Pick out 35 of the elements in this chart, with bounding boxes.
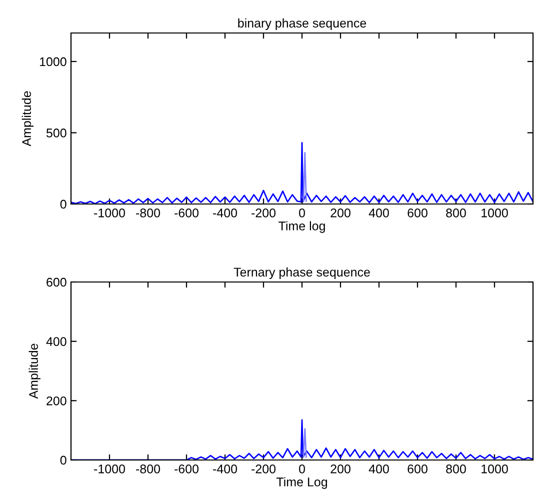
x-tick-label: 200	[330, 208, 350, 218]
x-tick-label: -400	[213, 464, 238, 474]
y-axis-title: Amplitude	[22, 91, 34, 146]
x-tick-label: 0	[299, 208, 305, 218]
y-tick-label: 600	[46, 278, 66, 287]
chart-title: binary phase sequence	[238, 18, 366, 30]
y-tick-label: 200	[46, 396, 66, 406]
x-tick-label: -200	[252, 208, 276, 218]
x-tick-label: 200	[330, 464, 350, 474]
x-tick-label: -600	[174, 208, 199, 218]
x-axis-title: Time log	[278, 221, 325, 233]
x-tick-label: -600	[174, 464, 199, 474]
x-axis-title: Time Log	[276, 477, 328, 489]
x-tick-label: 400	[368, 208, 389, 218]
x-tick-label: -200	[252, 464, 276, 474]
y-tick-label: 1000	[40, 57, 66, 66]
x-tick-label: 1000	[482, 464, 508, 474]
x-tick-label: 800	[446, 464, 466, 474]
x-tick-label: 400	[368, 464, 389, 474]
y-tick-label: 500	[46, 128, 66, 138]
y-tick-label: 0	[60, 456, 66, 465]
x-tick-label: 0	[299, 464, 305, 474]
x-tick-label: 1000	[482, 208, 508, 218]
x-tick-label: 800	[446, 208, 466, 218]
x-tick-label: -1000	[94, 208, 125, 218]
x-tick-label: -1000	[94, 464, 125, 474]
y-tick-label: 400	[46, 337, 66, 346]
x-tick-label: 600	[408, 464, 428, 474]
x-tick-label: 600	[408, 208, 428, 218]
y-tick-label: 0	[60, 200, 66, 209]
chart-title: Ternary phase sequence	[234, 267, 370, 280]
x-tick-label: -800	[136, 208, 160, 218]
y-axis-title: Amplitude	[28, 344, 40, 399]
x-tick-label: -800	[136, 464, 160, 474]
x-tick-label: -400	[213, 208, 238, 218]
